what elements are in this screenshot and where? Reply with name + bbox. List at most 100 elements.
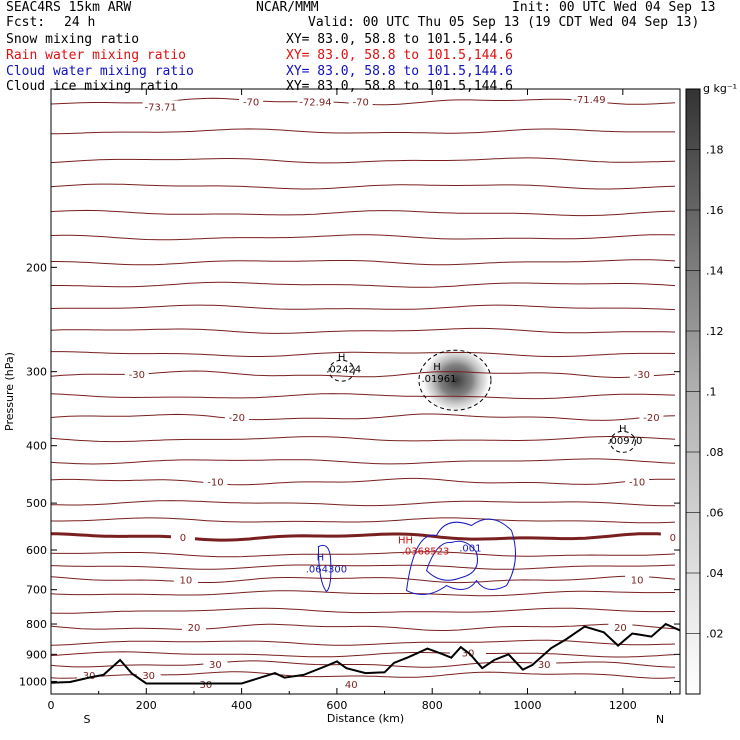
- colorbar-tick-label: .08: [706, 446, 724, 459]
- colorbar-tick-label: .18: [706, 144, 724, 157]
- isotherm-line: [51, 517, 676, 524]
- isotherm-line: [51, 623, 676, 631]
- snow-max-value: .01961: [421, 374, 456, 385]
- cloud-water-contour: [405, 518, 516, 595]
- y-tick-label: 200: [26, 261, 47, 274]
- isotherm-label-bg: [142, 100, 179, 112]
- cloud-water-max-value: .001: [459, 544, 481, 555]
- isotherm-label: -10: [629, 478, 645, 489]
- isotherm-line: [51, 209, 676, 217]
- isotherm-label: 40: [345, 680, 358, 691]
- isotherm-line: [51, 183, 676, 190]
- isotherm-label: -30: [634, 370, 650, 381]
- isotherm-label-bg: [181, 621, 206, 633]
- isotherm-line: [51, 157, 676, 164]
- isotherm-label: -30: [129, 370, 145, 381]
- isotherm-label-bg: [203, 475, 228, 487]
- field-name-rain: Rain water mixing ratio: [6, 48, 187, 63]
- y-tick-label: 800: [26, 618, 47, 631]
- plot-frame: [50, 88, 681, 695]
- isotherm-label-bg: [571, 93, 608, 105]
- field-xy-snow: XY= 83.0, 58.8 to 101.5,144.6: [286, 32, 513, 47]
- isotherm-line: [51, 477, 676, 486]
- isotherm-line: [51, 651, 676, 658]
- isotherm-label-bg: [239, 95, 264, 107]
- isotherm-line: [51, 413, 676, 421]
- isotherm-label: -73.71: [144, 102, 176, 113]
- field-xy-cloud-ice: XY= 83.0, 58.8 to 101.5,144.6: [286, 79, 513, 94]
- colorbar-tick-label: .16: [706, 204, 724, 217]
- isotherm-label-bg: [532, 658, 557, 670]
- colorbar-tick-label: .04: [706, 567, 724, 580]
- isotherm-label: 30: [200, 680, 213, 691]
- isotherm-label-bg: [348, 95, 373, 107]
- snow-contour: [328, 359, 355, 382]
- isotherm-label: 0: [670, 533, 676, 544]
- isotherm-label: 10: [179, 576, 192, 587]
- isotherm-label: 30: [142, 671, 155, 682]
- isotherm-line: [51, 436, 676, 443]
- snow-contour: [418, 349, 492, 411]
- snow-max-marker: H: [433, 362, 441, 373]
- north-end-label: N: [656, 713, 664, 726]
- isotherm-label-bg: [625, 475, 650, 487]
- x-tick-label: 0: [48, 699, 55, 712]
- isotherm-label-bg: [124, 368, 149, 380]
- x-tick-label: 600: [326, 699, 347, 712]
- isotherm-label-bg: [77, 668, 102, 680]
- isotherm-label-bg: [660, 530, 680, 542]
- x-tick-label: 400: [231, 699, 252, 712]
- isotherm-line: [51, 370, 676, 378]
- cloud-water-max-marker: H: [317, 553, 325, 564]
- isotherm-line: [51, 393, 676, 400]
- y-tick-label: 500: [26, 497, 47, 510]
- y-tick-label: 300: [26, 366, 47, 379]
- isotherm-label: 10: [631, 576, 644, 587]
- isotherm-line: [51, 458, 676, 465]
- isotherm-label-bg: [639, 411, 664, 423]
- field-name-cloud-water: Cloud water mixing ratio: [6, 64, 194, 79]
- isotherm-label-bg: [629, 368, 654, 380]
- y-tick-label: 1000: [19, 675, 47, 688]
- x-tick-label: 1200: [609, 699, 637, 712]
- colorbar-tick-label: .12: [706, 325, 724, 338]
- isotherm-line: [51, 551, 676, 558]
- field-xy-cloud-water: XY= 83.0, 58.8 to 101.5,144.6: [286, 64, 513, 79]
- isotherm-label: 30: [462, 648, 475, 659]
- isotherm-label: -20: [229, 413, 245, 424]
- isotherm-line: [51, 639, 676, 646]
- isotherm-label: -20: [643, 413, 659, 424]
- isotherm-line: [51, 351, 676, 358]
- isotherm-line: [51, 532, 676, 542]
- isotherm-line: [51, 234, 676, 241]
- snow-contour: [609, 430, 636, 453]
- terrain-line: [51, 622, 680, 685]
- snow-max-marker: H: [338, 353, 346, 364]
- y-tick-label: 900: [26, 648, 47, 661]
- isotherm-label: -71.49: [573, 95, 605, 106]
- isotherm-line: [51, 564, 676, 570]
- colorbar-unit: g kg⁻¹: [703, 82, 737, 95]
- isotherm-label: 0: [180, 533, 186, 544]
- isotherm-label: 30: [209, 660, 222, 671]
- isotherm-line: [51, 128, 675, 135]
- cloud-water-contour: [317, 544, 332, 593]
- isotherm-line: [51, 660, 676, 668]
- y-tick-label: 400: [26, 440, 47, 453]
- colorbar-tick-label: .1: [706, 386, 717, 399]
- isotherm-line: [51, 575, 676, 584]
- south-end-label: S: [84, 713, 91, 726]
- forecast-label: Fcst:: [6, 15, 46, 30]
- isotherm-line: [51, 500, 675, 507]
- snow-max-value: .00970: [607, 436, 642, 447]
- isotherm-label-bg: [333, 678, 370, 690]
- isotherm-line: [51, 304, 676, 311]
- isotherm-label-bg: [203, 658, 228, 670]
- run-title: SEAC4RS 15km ARW: [6, 0, 132, 15]
- colorbar-tick-label: .14: [706, 265, 724, 278]
- org-label: NCAR/MMM: [256, 0, 319, 15]
- cloud-water-max-value: .064300: [306, 565, 347, 576]
- field-name-cloud-ice: Cloud ice mixing ratio: [6, 79, 179, 94]
- isotherm-label: 30: [83, 671, 96, 682]
